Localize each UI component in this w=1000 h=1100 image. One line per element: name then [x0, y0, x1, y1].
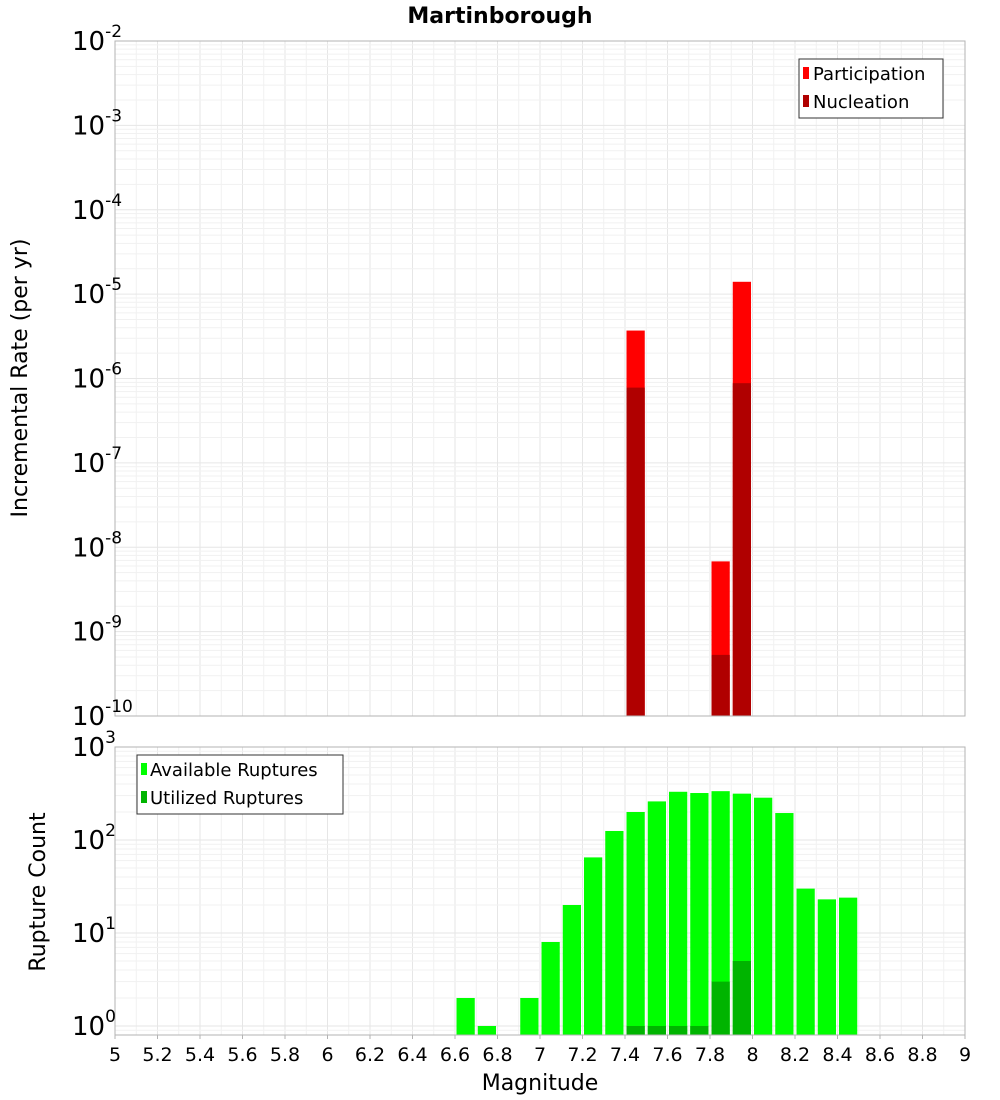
- x-tick-label: 6: [321, 1044, 333, 1066]
- available-ruptures-bar: [647, 801, 666, 1035]
- x-tick-label: 7.8: [695, 1044, 725, 1066]
- utilized-ruptures-bar: [669, 1025, 688, 1035]
- available-ruptures-bar: [669, 791, 688, 1035]
- utilized-ruptures-bar: [647, 1025, 666, 1035]
- available-ruptures-bar: [456, 997, 475, 1035]
- x-tick-label: 5: [109, 1044, 121, 1066]
- top-plot-y-ticks: 10-10 10-9 10-8 10-7 10-6 10-5 10-4 10-3 10-2: [72, 22, 133, 732]
- x-tick-label: 5.2: [142, 1044, 172, 1066]
- participation-legend-swatch: [803, 67, 809, 79]
- top-plot-frame: [114, 40, 966, 717]
- available-ruptures-legend-swatch: [141, 763, 147, 775]
- available-ruptures-bar: [541, 942, 560, 1035]
- bottom-plot-y-ticks: 100 101 102 103: [72, 728, 116, 1042]
- x-tick-label: 5.8: [270, 1044, 300, 1066]
- x-tick-label: 8.2: [780, 1044, 810, 1066]
- chart-title: Martinborough: [407, 4, 592, 29]
- top-plot: 10-10 10-9 10-8 10-7 10-6 10-5 10-4 10-3 10-2 In…: [8, 22, 966, 732]
- x-tick-label: 6.2: [355, 1044, 385, 1066]
- available-ruptures-bar: [477, 1025, 496, 1035]
- x-tick-label: 6.8: [482, 1044, 512, 1066]
- x-tick-label: 7.6: [652, 1044, 682, 1066]
- x-tick-label: 9: [959, 1044, 971, 1066]
- nucleation-legend-swatch: [803, 95, 809, 107]
- bottom-y-tick-label: 100: [72, 1007, 116, 1042]
- x-tick-label: 5.6: [227, 1044, 257, 1066]
- available-ruptures-bar: [520, 997, 539, 1035]
- utilized-ruptures-bar: [732, 960, 751, 1035]
- nucleation-bar: [711, 654, 730, 716]
- utilized-ruptures-legend-swatch: [141, 791, 147, 803]
- bottom-y-axis-label: Rupture Count: [26, 812, 51, 972]
- top-y-tick-label: 10-6: [72, 360, 122, 395]
- bottom-plot: 100 101 102 103 5 5.2 5.4 5.6 5.8 6 6.2 6.4 6.6 6.8 7…: [26, 728, 971, 1096]
- x-tick-label: 6.4: [397, 1044, 427, 1066]
- available-ruptures-bar: [754, 797, 773, 1035]
- x-tick-label: 6.6: [440, 1044, 470, 1066]
- available-ruptures-legend-label: Available Ruptures: [150, 760, 318, 781]
- top-y-tick-label: 10-2: [72, 22, 122, 57]
- top-y-axis-label: Incremental Rate (per yr): [8, 239, 33, 518]
- utilized-ruptures-legend-label: Utilized Ruptures: [150, 788, 303, 809]
- available-ruptures-bar: [839, 897, 858, 1035]
- x-tick-label: 5.4: [185, 1044, 215, 1066]
- available-ruptures-bar: [562, 904, 581, 1035]
- participation-legend-label: Participation: [813, 64, 925, 85]
- top-plot-grid: [114, 40, 966, 717]
- bottom-y-tick-label: 103: [72, 728, 116, 763]
- top-y-tick-label: 10-10: [72, 697, 133, 732]
- bottom-legend-box: [136, 754, 344, 815]
- available-ruptures-bar: [796, 888, 815, 1035]
- top-y-tick-label: 10-4: [72, 191, 122, 226]
- available-ruptures-bar: [605, 830, 624, 1035]
- top-y-tick-label: 10-7: [72, 444, 122, 479]
- available-ruptures-bar: [584, 857, 603, 1035]
- utilized-ruptures-bar: [690, 1025, 709, 1035]
- bottom-plot-bars: [456, 791, 858, 1035]
- available-ruptures-bar: [690, 793, 709, 1035]
- top-legend-box: [798, 58, 944, 119]
- nucleation-legend-label: Nucleation: [813, 92, 909, 113]
- nucleation-bar: [732, 383, 751, 716]
- x-tick-label: 8: [746, 1044, 758, 1066]
- x-tick-label: 7.4: [610, 1044, 640, 1066]
- x-tick-label: 7.2: [567, 1044, 597, 1066]
- available-ruptures-bar: [817, 899, 836, 1035]
- x-axis-ticks: 5 5.2 5.4 5.6 5.8 6 6.2 6.4 6.6 6.8 7 7.2 7.4 7.6 7.8 8…: [109, 1035, 971, 1066]
- x-axis-label: Magnitude: [482, 1071, 599, 1096]
- x-tick-label: 8.4: [822, 1044, 852, 1066]
- available-ruptures-bar: [626, 812, 645, 1035]
- top-y-tick-label: 10-5: [72, 275, 122, 310]
- top-legend: Participation Nucleation: [798, 58, 944, 119]
- x-tick-label: 8.6: [865, 1044, 895, 1066]
- available-ruptures-bar: [775, 813, 794, 1035]
- utilized-ruptures-bar: [711, 981, 730, 1035]
- nucleation-bar: [626, 387, 645, 716]
- x-tick-label: 7: [534, 1044, 546, 1066]
- available-ruptures-bar: [711, 791, 730, 1035]
- utilized-ruptures-bar: [626, 1025, 645, 1035]
- bottom-y-tick-label: 101: [72, 914, 116, 949]
- top-y-tick-label: 10-8: [72, 528, 122, 563]
- top-y-tick-label: 10-3: [72, 106, 122, 141]
- bottom-y-tick-label: 102: [72, 821, 116, 856]
- top-y-tick-label: 10-9: [72, 613, 122, 648]
- bottom-legend: Available Ruptures Utilized Ruptures: [136, 754, 344, 815]
- x-tick-label: 8.8: [907, 1044, 937, 1066]
- top-plot-bars: [626, 281, 751, 716]
